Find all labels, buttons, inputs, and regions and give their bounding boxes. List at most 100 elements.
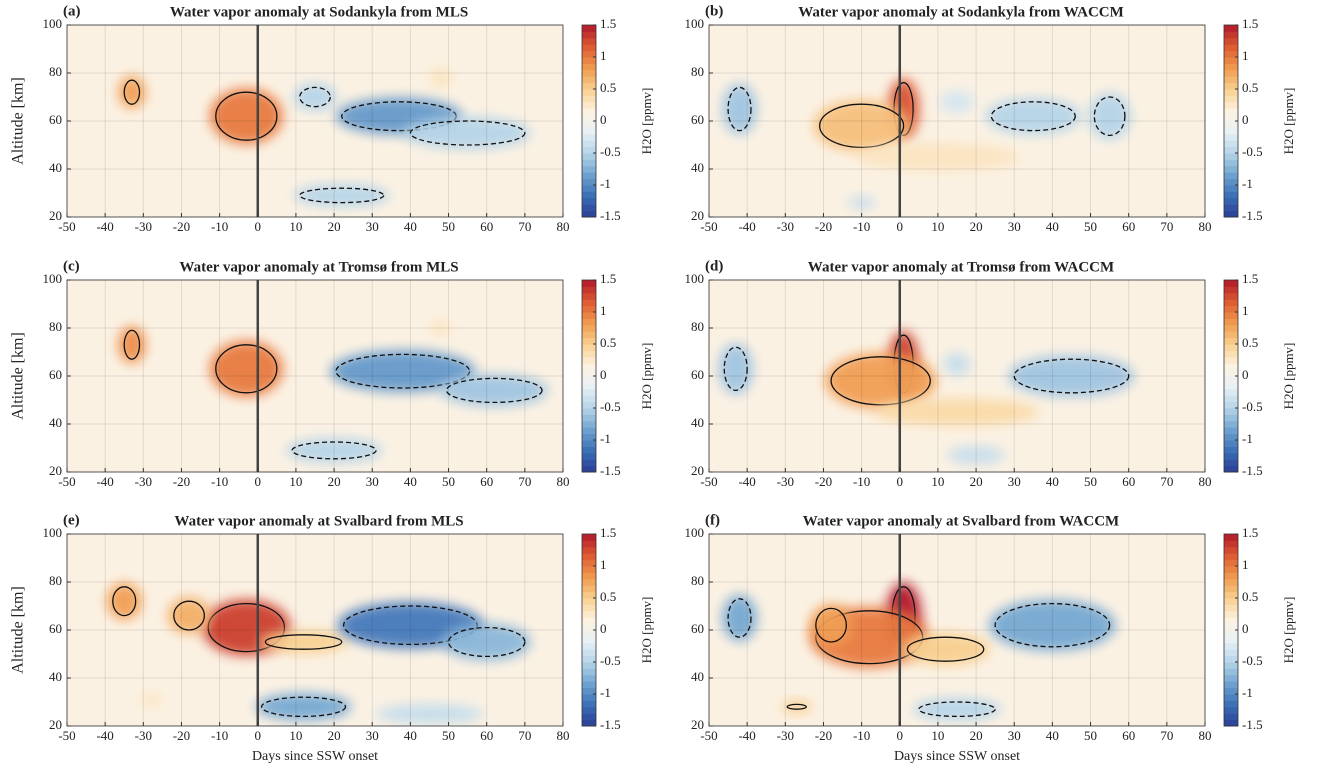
colorbar-step [1224, 598, 1238, 605]
colorbar-step [1224, 623, 1238, 631]
x-tick-label: -20 [173, 219, 190, 234]
colorbar-step [582, 408, 596, 415]
colorbar-step [1224, 95, 1238, 103]
anomaly-blob [1008, 355, 1135, 397]
y-tick-label: 80 [691, 319, 704, 334]
colorbar-step [1224, 31, 1238, 39]
anomaly-blob [429, 67, 453, 88]
colorbar-step [1224, 50, 1238, 58]
colorbar-step [582, 591, 596, 599]
colorbar-step [582, 95, 596, 103]
colorbar-step [1224, 165, 1238, 173]
colorbar-tick-label: -1 [600, 176, 611, 191]
contour-line [818, 103, 905, 149]
colorbar-tick-label: 0.5 [600, 589, 616, 604]
colorbar-step [1224, 420, 1238, 428]
contour-line [335, 353, 471, 389]
colorbar-tick-label: 0.5 [1242, 80, 1258, 95]
colorbar-step [1224, 668, 1238, 676]
colorbar-step [1224, 713, 1238, 721]
y-tick-label: 100 [685, 271, 705, 286]
colorbar-step [582, 337, 596, 345]
colorbar-step [1224, 553, 1238, 561]
x-tick-label: -50 [58, 219, 75, 234]
colorbar-tick-label: -1 [600, 431, 611, 446]
colorbar-step [582, 446, 596, 454]
y-tick-label: 20 [49, 463, 62, 478]
anomaly-blob [442, 623, 531, 661]
colorbar-tick-label: -1 [1242, 685, 1253, 700]
colorbar-step [582, 204, 596, 212]
anomaly-blob [431, 320, 451, 336]
colorbar-tick-label: 1.5 [600, 525, 616, 540]
panel: -50 -40 -30 -20 -10 0 10 20 30 40 50 60 70 8020406080… [10, 258, 654, 489]
colorbar-step [1224, 559, 1238, 567]
colorbar-step [1224, 578, 1238, 586]
x-tick-label: 40 [1046, 474, 1059, 489]
y-tick-label: 80 [49, 64, 62, 79]
colorbar-step [1224, 719, 1238, 727]
colorbar-step [582, 25, 596, 32]
colorbar-step [1224, 25, 1238, 32]
contour-line [215, 344, 278, 394]
contour-line [291, 441, 377, 460]
x-tick-label: 10 [931, 219, 944, 234]
colorbar-step [582, 700, 596, 708]
x-tick-label: 20 [328, 728, 341, 743]
colorbar-step [582, 668, 596, 676]
x-tick-label: 60 [1122, 728, 1135, 743]
x-tick-label: 40 [1046, 219, 1059, 234]
x-tick-label: -30 [135, 474, 152, 489]
colorbar-step [1224, 642, 1238, 650]
x-tick-label: 50 [1084, 219, 1097, 234]
contour-line [299, 86, 331, 108]
y-tick-label: 20 [49, 717, 62, 732]
panel: -50 -40 -30 -20 -10 0 10 20 30 40 50 60 70 8020406080… [685, 512, 1296, 764]
anomaly-blob [286, 438, 383, 463]
colorbar-step [1224, 388, 1238, 396]
anomaly-blob [118, 326, 146, 364]
anomaly-blob [209, 340, 283, 397]
y-tick-label: 60 [691, 621, 704, 636]
colorbar-step [1224, 427, 1238, 435]
anomaly-blob [167, 597, 211, 634]
x-tick-label: 30 [366, 474, 379, 489]
colorbar-tick-label: 0.5 [600, 80, 616, 95]
anomaly-blob [722, 83, 757, 135]
anomaly-blob [847, 196, 876, 210]
x-tick-label: 50 [442, 219, 455, 234]
y-tick-label: 80 [49, 319, 62, 334]
colorbar-step [582, 89, 596, 96]
x-tick-label: 10 [289, 219, 302, 234]
panel-label: (b) [705, 3, 723, 19]
x-tick-label: 20 [970, 728, 983, 743]
colorbar-step [1224, 146, 1238, 154]
x-tick-label: 40 [404, 219, 417, 234]
colorbar-label: H2O [ppmv] [1281, 597, 1296, 664]
y-tick-label: 60 [49, 112, 62, 127]
x-tick-label: -10 [211, 728, 228, 743]
colorbar-step [582, 350, 596, 358]
colorbar-step [582, 433, 596, 441]
colorbar-step [1224, 433, 1238, 441]
colorbar-step [582, 63, 596, 71]
colorbar-step [582, 140, 596, 148]
colorbar-step [1224, 312, 1238, 319]
colorbar-tick-label: -1.5 [1242, 208, 1263, 223]
colorbar-tick-label: 0 [600, 112, 607, 127]
y-tick-label: 20 [49, 208, 62, 223]
x-tick-label: 20 [970, 219, 983, 234]
colorbar-step [1224, 172, 1238, 180]
colorbar-tick-label: 0.5 [1242, 335, 1258, 350]
anomaly-blob [329, 350, 476, 393]
y-tick-label: 100 [685, 16, 705, 31]
colorbar-step [1224, 687, 1238, 695]
colorbar-step [1224, 585, 1238, 593]
panel: -50 -40 -30 -20 -10 0 10 20 30 40 50 60 70 8020406080… [685, 3, 1296, 234]
x-tick-label: -20 [815, 728, 832, 743]
contour-line [990, 101, 1076, 132]
x-tick-label: 50 [1084, 474, 1097, 489]
colorbar-step [1224, 89, 1238, 96]
y-tick-label: 20 [691, 463, 704, 478]
